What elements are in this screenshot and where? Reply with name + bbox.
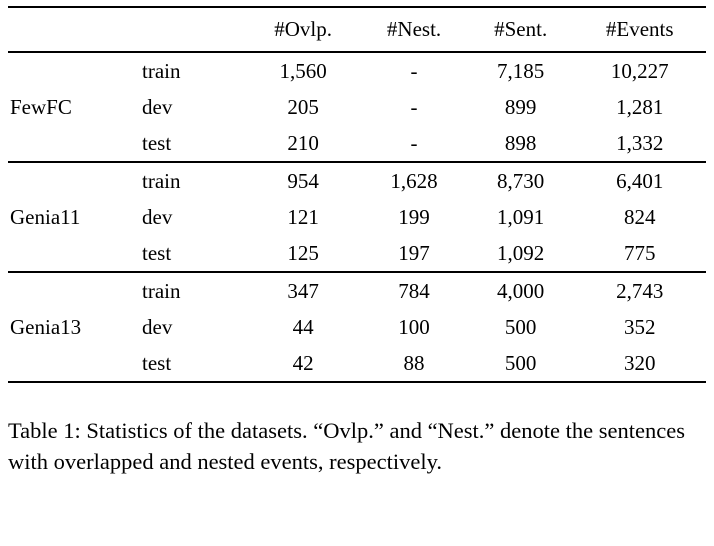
header-sent: #Sent. — [494, 17, 548, 41]
table-row: FewFC train 1,560 - 7,185 10,227 — [8, 52, 706, 119]
cell-ovlp: 205 — [287, 94, 319, 119]
cell-events: 1,281 — [616, 94, 664, 119]
header-ovlp: #Ovlp. — [274, 17, 332, 41]
split-label: train — [142, 278, 181, 303]
table-row: test 42 88 500 320 — [8, 345, 706, 382]
dataset-name: FewFC — [10, 94, 72, 119]
dataset-name: Genia11 — [10, 204, 81, 229]
header-nest: #Nest. — [386, 17, 442, 41]
cell-events: 6,401 — [616, 168, 664, 193]
cell-sent: 7,185 — [497, 58, 545, 83]
split-label: test — [142, 350, 172, 375]
split-label: test — [142, 240, 172, 265]
cell-events: 824 — [623, 204, 656, 229]
table-row: dev 44 100 500 352 — [8, 309, 706, 345]
cell-sent: 898 — [504, 130, 537, 155]
table-row: dev 121 199 1,091 824 — [8, 199, 706, 235]
cell-events: 352 — [623, 314, 656, 339]
statistics-table: #Ovlp. #Nest. #Sent. #Events FewFC train… — [8, 6, 706, 383]
dataset-group-fewfc: FewFC train 1,560 - 7,185 10,227 dev 205… — [8, 52, 706, 162]
cell-sent: 899 — [504, 94, 537, 119]
split-label: dev — [142, 314, 173, 339]
cell-nest: - — [410, 130, 418, 155]
cell-ovlp: 44 — [292, 314, 314, 339]
table-row: Genia11 train 954 1,628 8,730 6,401 — [8, 162, 706, 229]
cell-events: 1,332 — [616, 130, 664, 155]
split-label: dev — [142, 94, 173, 119]
cell-sent: 4,000 — [497, 278, 545, 303]
dataset-group-genia11: Genia11 train 954 1,628 8,730 6,401 dev … — [8, 162, 706, 272]
cell-ovlp: 125 — [287, 240, 319, 265]
cell-nest: - — [410, 94, 418, 119]
cell-events: 2,743 — [616, 278, 664, 303]
table-figure: #Ovlp. #Nest. #Sent. #Events FewFC train… — [8, 6, 706, 383]
cell-sent: 1,092 — [497, 240, 545, 265]
cell-nest: 88 — [403, 350, 425, 375]
header-empty-split — [140, 7, 246, 52]
cell-sent: 500 — [504, 314, 537, 339]
cell-ovlp: 954 — [287, 168, 319, 193]
cell-ovlp: 210 — [287, 130, 319, 155]
split-label: train — [142, 168, 181, 193]
cell-nest: 197 — [398, 240, 430, 265]
cell-sent: 8,730 — [497, 168, 545, 193]
cell-sent: 1,091 — [497, 204, 545, 229]
cell-ovlp: 347 — [287, 278, 319, 303]
cell-events: 775 — [623, 240, 656, 265]
table-row: Genia13 train 347 784 4,000 2,743 — [8, 272, 706, 339]
cell-ovlp: 42 — [292, 350, 314, 375]
table-header: #Ovlp. #Nest. #Sent. #Events — [8, 7, 706, 52]
table-row: test 210 - 898 1,332 — [8, 125, 706, 162]
cell-nest: 1,628 — [390, 168, 438, 193]
table-row: test 125 197 1,092 775 — [8, 235, 706, 272]
header-row: #Ovlp. #Nest. #Sent. #Events — [8, 7, 706, 52]
cell-nest: 100 — [398, 314, 430, 339]
cell-ovlp: 1,560 — [279, 58, 327, 83]
cell-ovlp: 121 — [287, 204, 319, 229]
header-empty-dataset — [8, 7, 140, 52]
table-caption: Table 1: Statistics of the datasets. “Ov… — [8, 418, 685, 475]
split-label: dev — [142, 204, 173, 229]
cell-events: 10,227 — [610, 58, 669, 83]
cell-sent: 500 — [504, 350, 537, 375]
cell-events: 320 — [623, 350, 656, 375]
dataset-group-genia13: Genia13 train 347 784 4,000 2,743 dev 44… — [8, 272, 706, 382]
dataset-name: Genia13 — [10, 314, 82, 339]
cell-nest: 199 — [398, 204, 430, 229]
cell-nest: - — [410, 58, 418, 83]
split-label: test — [142, 130, 172, 155]
header-events: #Events — [605, 17, 674, 41]
cell-nest: 784 — [398, 278, 430, 303]
table-row: dev 205 - 899 1,281 — [8, 89, 706, 125]
split-label: train — [142, 58, 181, 83]
